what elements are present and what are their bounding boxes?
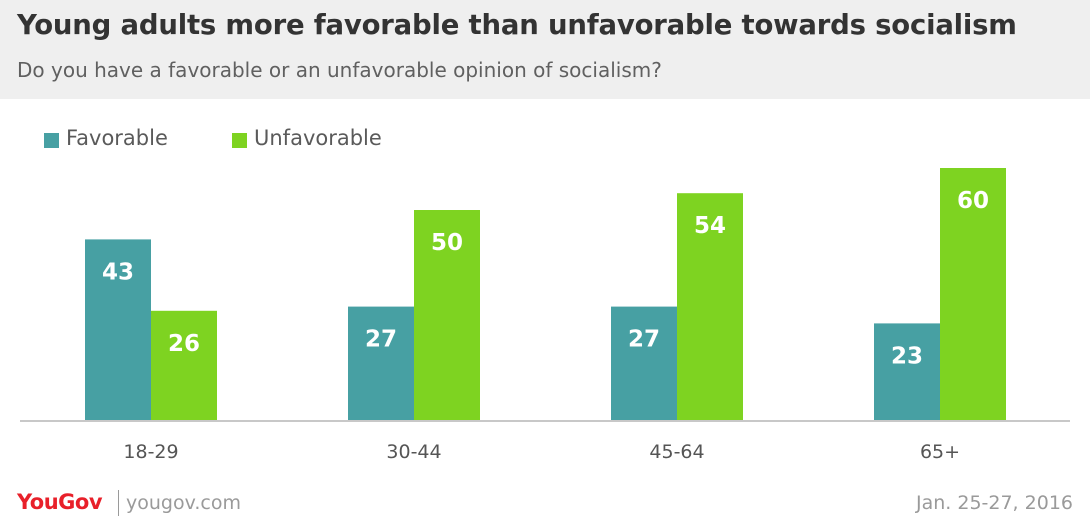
data-label-favorable-30-44: 27 (365, 327, 397, 353)
legend-swatch-favorable (44, 133, 59, 148)
chart-title: Young adults more favorable than unfavor… (17, 9, 1017, 41)
bar-unfavorable-65+ (940, 168, 1006, 420)
legend-label-favorable: Favorable (66, 126, 168, 150)
bar-favorable-65+ (874, 323, 940, 420)
data-label-favorable-18-29: 43 (102, 259, 134, 285)
bar-unfavorable-18-29 (151, 310, 217, 420)
yougov-logo: YouGov (17, 490, 103, 514)
footer-site: yougov.com (126, 492, 241, 514)
x-tick-label: 65+ (920, 441, 960, 463)
data-label-unfavorable-30-44: 50 (431, 230, 463, 256)
footer-divider (118, 490, 119, 516)
data-label-unfavorable-45-64: 54 (694, 213, 726, 239)
x-tick-label: 18-29 (123, 441, 178, 463)
bar-unfavorable-30-44 (414, 210, 480, 420)
legend-swatch-unfavorable (232, 133, 247, 148)
bar-favorable-30-44 (348, 306, 414, 420)
x-tick-label: 45-64 (649, 441, 704, 463)
bar-favorable-18-29 (85, 239, 151, 420)
bar-unfavorable-45-64 (677, 193, 743, 420)
data-label-favorable-65+: 23 (891, 343, 923, 369)
legend-label-unfavorable: Unfavorable (254, 126, 382, 150)
data-label-unfavorable-65+: 60 (957, 188, 989, 214)
x-tick-label: 30-44 (386, 441, 441, 463)
footer-date: Jan. 25-27, 2016 (915, 492, 1073, 514)
header-band: Young adults more favorable than unfavor… (0, 0, 1090, 99)
chart-subtitle: Do you have a favorable or an unfavorabl… (17, 58, 662, 82)
data-label-favorable-45-64: 27 (628, 327, 660, 353)
bar-favorable-45-64 (611, 306, 677, 420)
data-label-unfavorable-18-29: 26 (168, 331, 200, 357)
